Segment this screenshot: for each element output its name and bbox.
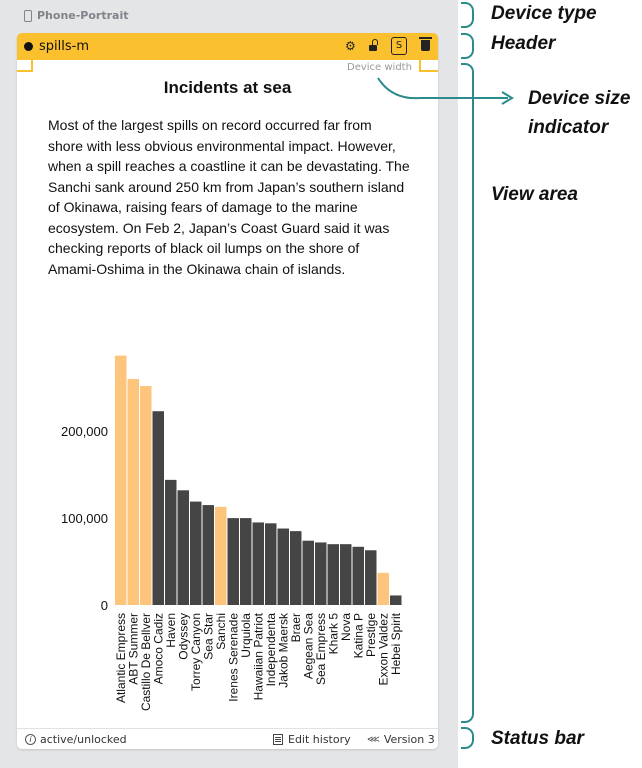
device-width-label: Device width [347, 62, 412, 73]
bar [240, 518, 252, 605]
x-tick-label: Khark 5 [326, 613, 340, 655]
annotation-device-size: Device size [528, 88, 631, 109]
x-tick-label: Irenes Serenade [226, 613, 240, 702]
x-tick-label: Castillo De Bellver [139, 613, 153, 711]
chart-name: spills-m [39, 39, 89, 54]
bar [377, 572, 389, 605]
bar [152, 411, 164, 605]
x-tick-label: Hebei Spirit [389, 612, 403, 675]
bar [115, 355, 127, 605]
chart-card: spills-m ⚙ S Device width Incidents at s… [17, 33, 438, 749]
bar [215, 506, 227, 605]
status-state: i active/unlocked [25, 733, 127, 746]
unlock-icon[interactable] [369, 39, 378, 51]
annotation-indicator: indicator [528, 117, 609, 138]
bracket-header [461, 33, 474, 59]
bar [127, 379, 139, 605]
bar [277, 528, 289, 605]
bar [327, 544, 339, 605]
x-tick-label: Sea Star [201, 613, 215, 660]
device-type-label: Phone-Portrait [24, 9, 129, 22]
x-tick-label: Haven [164, 613, 178, 648]
x-tick-label: Odyssey [176, 613, 190, 660]
x-tick-label: Urquiola [239, 613, 253, 658]
bar [352, 546, 364, 605]
bar [140, 386, 152, 605]
y-tick-label: 0 [101, 598, 108, 613]
status-state-text: active/unlocked [40, 733, 127, 746]
bar [315, 542, 327, 605]
x-tick-label: Sanchi [214, 613, 228, 650]
x-tick-label: Jakob Maersk [276, 612, 290, 688]
bar [302, 540, 314, 605]
x-tick-label: Braer [289, 613, 303, 642]
annotation-status-bar: Status bar [491, 728, 584, 749]
y-tick-label: 100,000 [61, 511, 108, 526]
bracket-device-type [461, 2, 474, 28]
version-icon: ⋘ [367, 734, 380, 745]
device-width-bracket-left [17, 60, 33, 72]
x-tick-label: Hawaiian Patriot [251, 612, 265, 700]
device-type-text: Phone-Portrait [37, 9, 129, 22]
x-tick-label: Katina P [351, 613, 365, 658]
bar [365, 550, 377, 605]
info-icon: i [25, 734, 36, 745]
s-badge-icon[interactable]: S [391, 37, 407, 55]
version-label: Version 3 [383, 733, 435, 746]
bar [227, 518, 239, 605]
bar [390, 595, 402, 605]
bracket-view-area [461, 63, 474, 723]
bar [340, 544, 352, 605]
bar [177, 490, 189, 605]
version-button[interactable]: ⋘ Version 3 [367, 733, 435, 746]
chart-description: Most of the largest spills on record occ… [48, 117, 410, 277]
bar [265, 523, 277, 605]
x-tick-label: Atlantic Empress [114, 613, 128, 703]
x-tick-label: Aegean Sea [301, 613, 315, 679]
bar [190, 501, 202, 605]
bar [202, 505, 214, 605]
x-tick-label: Torrey Canyon [189, 613, 203, 691]
device-width-bracket-right [419, 60, 438, 72]
x-tick-label: Sea Empress [314, 613, 328, 685]
phone-icon [24, 9, 32, 22]
edit-history-button[interactable]: Edit history [273, 733, 351, 746]
bar [290, 531, 302, 605]
x-tick-label: Exxon Valdez [376, 613, 390, 686]
history-icon [273, 734, 283, 745]
chart-title: Incidents at sea [163, 78, 292, 97]
gear-icon[interactable]: ⚙ [345, 39, 356, 53]
x-tick-label: Amoco Cadiz [151, 613, 165, 684]
bar [252, 522, 264, 605]
device-frame: Phone-Portrait spills-m ⚙ S Device width… [0, 0, 458, 768]
annotation-view-area: View area [491, 184, 578, 205]
bracket-status-bar [461, 727, 474, 749]
bar [165, 479, 177, 605]
edit-history-label: Edit history [288, 733, 351, 746]
x-tick-label: Independenta [264, 613, 278, 687]
annotation-device-type: Device type [491, 3, 597, 24]
x-tick-label: Prestige [364, 613, 378, 657]
annotation-header: Header [491, 33, 556, 54]
y-tick-label: 200,000 [61, 424, 108, 439]
x-tick-label: ABT Summer [126, 613, 140, 685]
status-dot-icon [24, 42, 33, 51]
status-bar: i active/unlocked Edit history ⋘ Version… [17, 728, 438, 749]
header: spills-m ⚙ S [17, 33, 438, 60]
x-tick-label: Nova [339, 613, 353, 641]
trash-icon[interactable] [419, 37, 432, 51]
